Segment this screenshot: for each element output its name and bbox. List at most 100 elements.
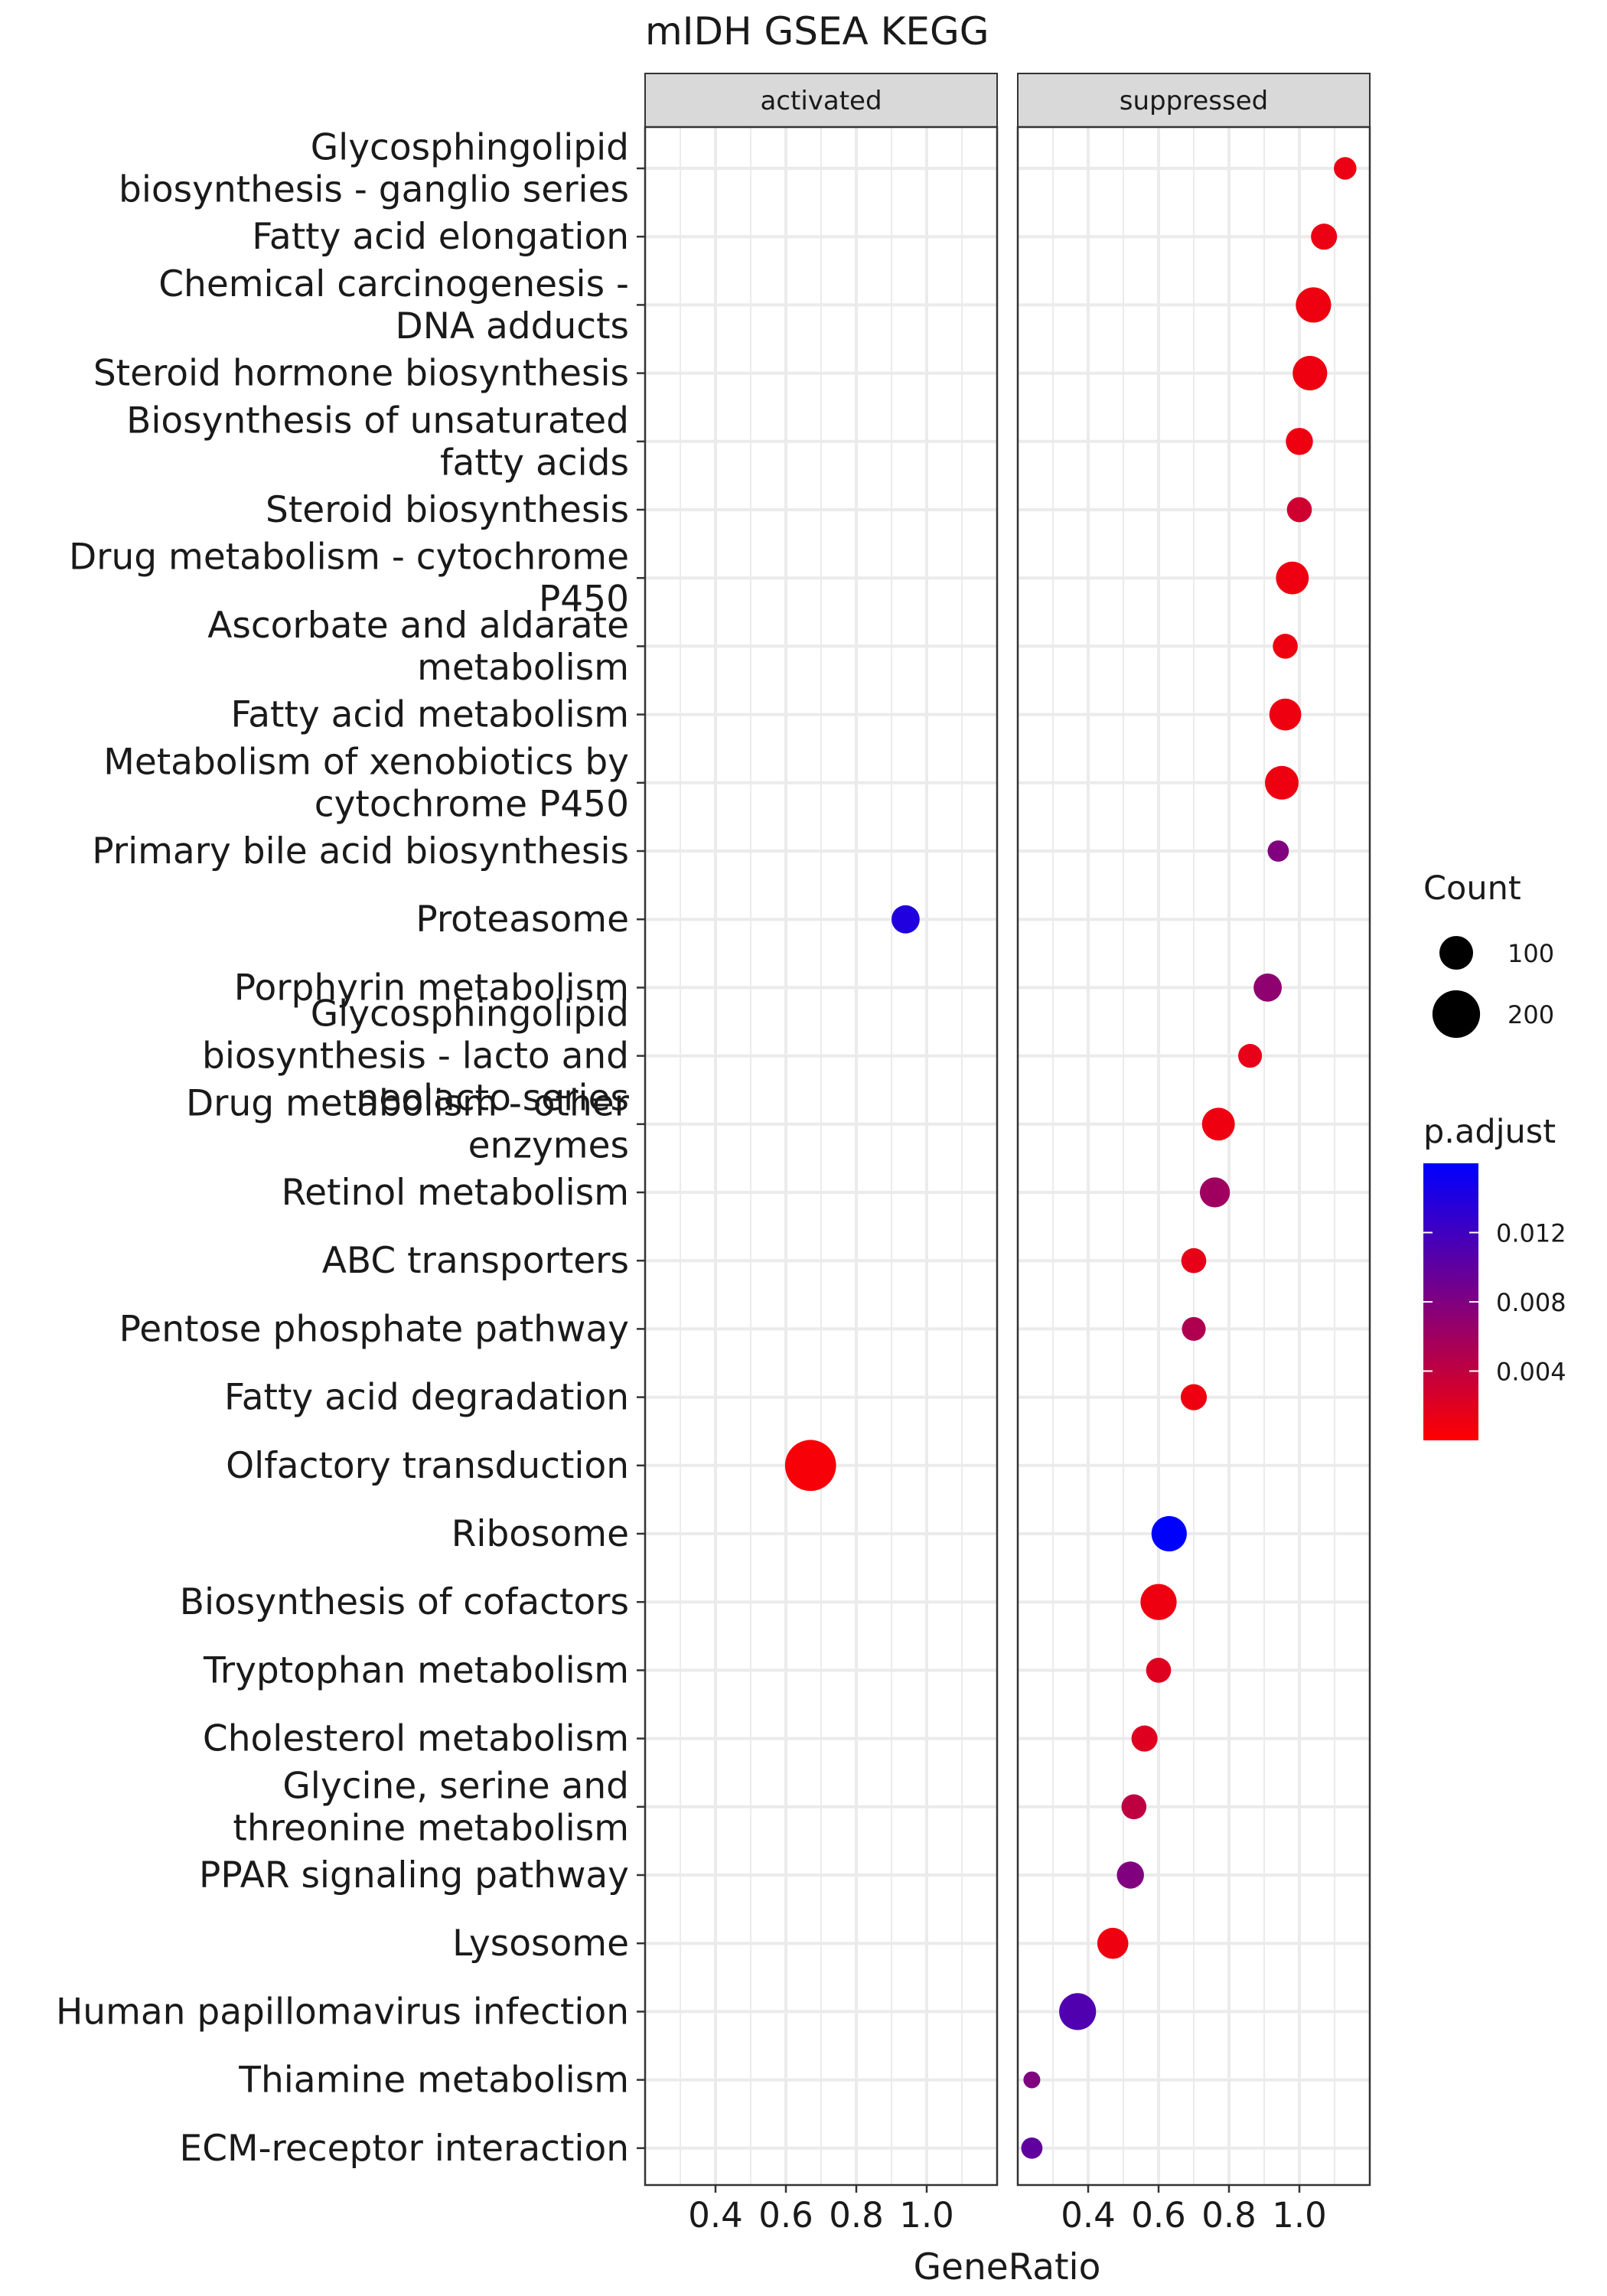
y-axis-label-line: Chemical carcinogenesis - [158,263,629,305]
y-axis-label-line: threonine metabolism [233,1807,629,1849]
y-axis-label-line: biosynthesis - ganglio series [119,169,629,211]
y-axis-label-line: Fatty acid metabolism [230,694,629,736]
data-point [1253,973,1283,1002]
y-axis-label-line: Fatty acid elongation [252,216,629,258]
y-axis-label-line: Tryptophan metabolism [203,1649,629,1691]
y-axis-label-line: enzymes [468,1124,629,1166]
y-axis-label-line: ABC transporters [322,1240,629,1282]
y-axis-label: ABC transporters [322,1240,629,1282]
x-tick-label: 0.8 [1201,2195,1257,2236]
y-axis-label: ECM-receptor interaction [180,2128,629,2170]
x-tick-label: 0.4 [688,2195,743,2236]
y-axis-label: Ascorbate and aldarate metabolism [207,605,629,689]
y-axis-label-line: Glycine, serine and [282,1765,629,1807]
y-axis-label-line: Primary bile acid biosynthesis [92,830,629,872]
y-axis-label-line: Cholesterol metabolism [203,1718,629,1760]
y-axis-label-line: Fatty acid degradation [224,1377,629,1419]
panel-border [1016,126,1371,2187]
color-legend-label: 0.008 [1496,1288,1566,1317]
y-axis-label: Glycosphingolipid biosynthesis - ganglio … [119,127,629,211]
facet-strip-label: suppressed [1120,86,1269,116]
size-legend-label: 200 [1508,1000,1554,1029]
y-axis-label: Human papillomavirus infection [56,1991,629,2033]
y-axis-label-line: Lysosome [452,1923,629,1965]
y-axis-label-line: Porphyrin metabolism [234,967,629,1009]
y-axis-label: Cholesterol metabolism [203,1718,629,1760]
x-tick-label: 1.0 [1272,2195,1327,2236]
y-axis-label-line: neolacto series [357,1078,629,1120]
data-point [1286,428,1313,455]
y-axis-label: Olfactory transduction [226,1445,629,1487]
data-point [891,905,920,934]
data-point [1121,1794,1147,1820]
size-legend-key [1432,990,1481,1039]
facet-panels: activated 0.4 0.6 0.8 1.0 suppressed 0.4 0.6 0.8… [644,73,1371,2236]
chart-title: mIDH GSEA KEGG [645,9,989,54]
y-axis-label-line: Biosynthesis of cofactors [180,1581,629,1623]
y-axis-label: Fatty acid degradation [224,1377,629,1419]
y-axis-label-line: metabolism [417,647,629,689]
x-tick-label: 0.4 [1061,2195,1116,2236]
y-axis-label: Lysosome [452,1923,629,1965]
y-axis-label-line: biosynthesis - lacto and [202,1035,629,1078]
y-axis-label-line: Metabolism of xenobiotics by [103,741,629,783]
y-axis-label-line: Proteasome [416,899,629,941]
data-point [1276,561,1309,595]
data-point [1140,1583,1177,1620]
y-axis-label-line: P450 [539,579,629,621]
y-axis-label: Retinol metabolism [282,1172,629,1214]
y-axis-label: Glycine, serine and threonine metabolism [233,1765,629,1849]
y-axis-label-line: Biosynthesis of unsaturated [126,400,629,442]
y-axis-label: Thiamine metabolism [238,2060,629,2102]
data-point [1199,1177,1231,1208]
y-axis-label-line: Drug metabolism - cytochrome [69,536,629,579]
size-legend-key [1439,936,1473,970]
data-point [1292,356,1328,391]
y-axis-label: Proteasome [416,899,629,941]
y-axis-label: Chemical carcinogenesis -DNA adducts [158,263,629,347]
facet-strip [644,73,998,128]
y-axis-label: Steroid hormone biosynthesis [93,353,629,395]
facet-strip-label: activated [760,86,882,116]
y-axis-label-line: Glycosphingolipid [311,993,629,1035]
y-axis-label: Steroid biosynthesis [266,489,629,531]
y-axis-label-line: Olfactory transduction [226,1445,629,1487]
y-axis-label: Biosynthesis of cofactors [180,1581,629,1623]
x-axis-title: GeneRatio [914,2246,1101,2288]
y-axis-label-line: Ribosome [451,1513,629,1555]
data-point [1269,698,1302,731]
y-axis-label: Glycosphingolipid biosynthesis - lacto an… [202,993,629,1120]
legends: Count 100 200 p.adjust 0.004 0.008 0.012 [1423,869,1566,1440]
data-point [1146,1658,1172,1683]
panel-border [644,126,999,2187]
data-point [1311,223,1338,250]
data-point [1265,765,1299,800]
facet-panel-suppressed: suppressed 0.4 0.6 0.8 1.0 [1016,73,1371,2236]
y-axis-label: Drug metabolism - cytochrome P450 [69,536,629,621]
y-axis-label: Porphyrin metabolism [234,967,629,1009]
y-axis-label-line: Steroid biosynthesis [266,489,629,531]
y-axis-label: Primary bile acid biosynthesis [92,830,629,872]
facet-strip [1017,73,1371,128]
color-legend-label: 0.004 [1496,1358,1566,1387]
y-axis-label: Fatty acid metabolism [230,694,629,736]
data-point [1181,1247,1207,1274]
y-axis-label: Drug metabolism - other enzymes [186,1082,630,1166]
y-axis-label: Biosynthesis of unsaturated fatty acids [126,400,629,484]
data-point [1286,497,1312,523]
y-axis-label: Fatty acid elongation [252,216,629,258]
data-point [1059,1993,1097,2030]
data-point [1296,287,1332,323]
data-point [1182,1316,1206,1341]
y-axis-label-line: Pentose phosphate pathway [119,1308,629,1350]
x-tick-label: 0.6 [758,2195,813,2236]
data-point [1334,157,1357,180]
x-tick-label: 1.0 [899,2195,954,2236]
data-point [1131,1725,1158,1752]
y-axis-label-line: Thiamine metabolism [238,2060,629,2102]
data-point [784,1440,836,1492]
x-tick-label: 0.8 [829,2195,884,2236]
y-axis-label-line: Drug metabolism - other [186,1082,630,1124]
data-point [1201,1107,1235,1141]
